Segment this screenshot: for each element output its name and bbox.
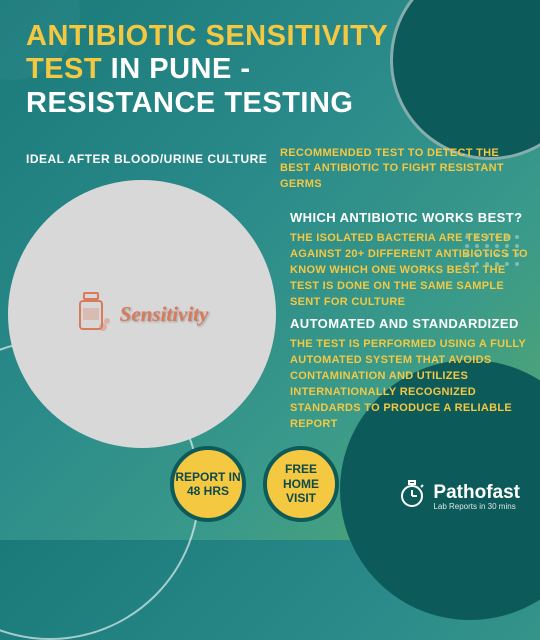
circle-label: Sensitivity [120,302,209,327]
bottle-icon [76,291,110,338]
section-heading: WHICH ANTIBIOTIC WORKS BEST? [290,210,528,225]
logo-tagline: Lab Reports in 30 mins [433,502,520,511]
section-which-antibiotic: WHICH ANTIBIOTIC WORKS BEST? THE ISOLATE… [290,210,528,311]
brand-logo: Pathofast Lab Reports in 30 mins [397,479,520,514]
badge-text: REPORT IN 48 HRS [174,470,242,499]
section-body: THE ISOLATED BACTERIA ARE TESTED AGAINST… [290,231,528,311]
subtitle-right: RECOMMENDED TEST TO DETECT THE BEST ANTI… [280,146,510,192]
feature-circle: Sensitivity [8,180,276,448]
section-heading: AUTOMATED AND STANDARDIZED [290,316,528,331]
logo-name: Pathofast [433,482,520,504]
subtitle-left: IDEAL AFTER BLOOD/URINE CULTURE [26,152,267,166]
section-body: THE TEST IS PERFORMED USING A FULLY AUTO… [290,337,528,433]
badge-text: FREE HOME VISIT [267,462,335,505]
stopwatch-icon [397,479,427,514]
section-automated: AUTOMATED AND STANDARDIZED THE TEST IS P… [290,316,528,433]
badge-home-visit: FREE HOME VISIT [263,446,339,522]
page-title: ANTIBIOTIC SENSITIVITY TEST IN PUNE - RE… [26,20,446,120]
badge-report-time: REPORT IN 48 HRS [170,446,246,522]
